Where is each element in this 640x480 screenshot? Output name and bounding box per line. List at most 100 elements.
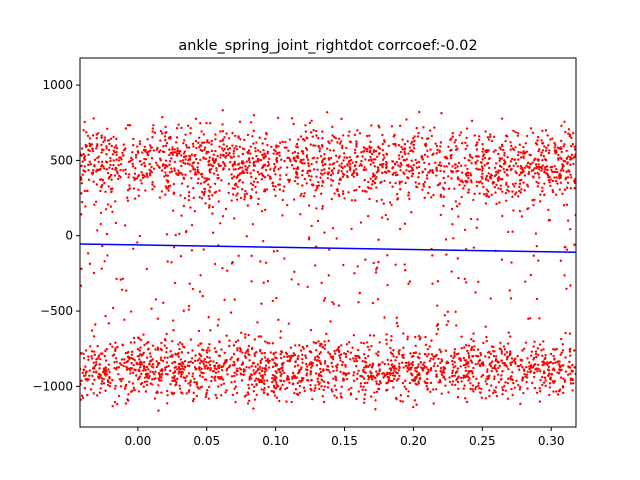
scatter-point — [277, 318, 280, 322]
scatter-point — [411, 363, 414, 367]
scatter-point — [306, 171, 309, 175]
scatter-point — [347, 341, 351, 344]
scatter-point — [457, 376, 460, 379]
scatter-point — [519, 402, 522, 406]
scatter-point — [506, 135, 509, 138]
scatter-point — [444, 378, 447, 381]
scatter-point — [416, 365, 420, 369]
scatter-point — [109, 381, 112, 385]
scatter-point — [272, 250, 276, 253]
scatter-point — [502, 345, 506, 348]
scatter-point — [382, 162, 385, 166]
scatter-point — [203, 148, 206, 152]
scatter-point — [319, 351, 322, 354]
scatter-point — [94, 323, 97, 326]
scatter-point — [336, 347, 340, 350]
scatter-point — [556, 182, 559, 185]
scatter-point — [239, 138, 242, 141]
scatter-point — [387, 363, 390, 366]
scatter-point — [439, 169, 442, 173]
scatter-point — [195, 146, 198, 150]
scatter-point — [191, 372, 195, 375]
scatter-point — [526, 387, 529, 390]
scatter-point — [115, 158, 118, 161]
scatter-point — [411, 172, 414, 175]
scatter-point — [407, 165, 410, 168]
scatter-point — [363, 178, 366, 182]
scatter-point — [190, 153, 194, 156]
scatter-point — [127, 393, 130, 396]
scatter-point — [555, 390, 558, 393]
scatter-point — [180, 364, 184, 368]
scatter-point — [451, 131, 454, 135]
scatter-point — [544, 356, 547, 360]
scatter-point — [399, 399, 402, 403]
scatter-point — [393, 364, 396, 368]
scatter-point — [90, 143, 93, 146]
scatter-point — [375, 175, 378, 179]
scatter-point — [179, 194, 182, 197]
scatter-point — [364, 158, 367, 161]
scatter-point — [294, 360, 297, 364]
scatter-point — [214, 149, 217, 153]
scatter-point — [151, 358, 154, 361]
scatter-point — [400, 361, 404, 364]
scatter-point — [247, 387, 251, 390]
scatter-point — [105, 232, 109, 236]
scatter-point — [538, 317, 541, 320]
scatter-point — [311, 135, 314, 138]
scatter-point — [194, 354, 197, 357]
scatter-point — [541, 186, 544, 189]
scatter-point — [203, 358, 206, 361]
scatter-point — [320, 385, 323, 388]
scatter-point — [400, 180, 403, 183]
scatter-point — [508, 335, 512, 338]
scatter-point — [479, 351, 482, 355]
scatter-point — [536, 185, 539, 188]
scatter-point — [323, 362, 327, 365]
scatter-point — [460, 179, 464, 182]
scatter-point — [211, 164, 214, 167]
scatter-point — [173, 169, 176, 172]
scatter-point — [472, 198, 475, 202]
scatter-point — [397, 377, 400, 381]
scatter-point — [296, 167, 300, 171]
scatter-point — [95, 394, 99, 397]
scatter-point — [208, 189, 211, 192]
scatter-point — [274, 194, 277, 197]
scatter-point — [553, 380, 557, 383]
scatter-point — [180, 182, 184, 185]
scatter-point — [397, 369, 400, 372]
scatter-point — [531, 366, 535, 369]
scatter-point — [289, 346, 293, 349]
scatter-point — [506, 382, 510, 385]
scatter-point — [338, 142, 342, 145]
scatter-point — [349, 140, 352, 144]
scatter-point — [295, 142, 299, 146]
scatter-point — [457, 161, 461, 165]
scatter-point — [102, 382, 106, 385]
scatter-point — [161, 115, 164, 119]
scatter-point — [143, 380, 147, 384]
scatter-point — [110, 173, 113, 177]
scatter-point — [186, 185, 190, 188]
scatter-point — [305, 182, 308, 185]
scatter-point — [473, 134, 476, 137]
scatter-point — [505, 168, 508, 172]
scatter-point — [512, 381, 515, 385]
scatter-point — [538, 148, 541, 151]
scatter-point — [177, 123, 180, 126]
scatter-point — [517, 364, 521, 368]
scatter-point — [87, 168, 90, 172]
scatter-point — [90, 355, 93, 358]
scatter-point — [547, 365, 551, 369]
scatter-point — [146, 348, 150, 351]
scatter-point — [410, 174, 414, 178]
scatter-point — [88, 144, 92, 148]
scatter-point — [164, 131, 167, 135]
scatter-point — [442, 370, 445, 374]
scatter-point — [313, 389, 316, 392]
scatter-point — [553, 146, 556, 149]
scatter-point — [184, 158, 187, 161]
scatter-point — [181, 361, 184, 364]
